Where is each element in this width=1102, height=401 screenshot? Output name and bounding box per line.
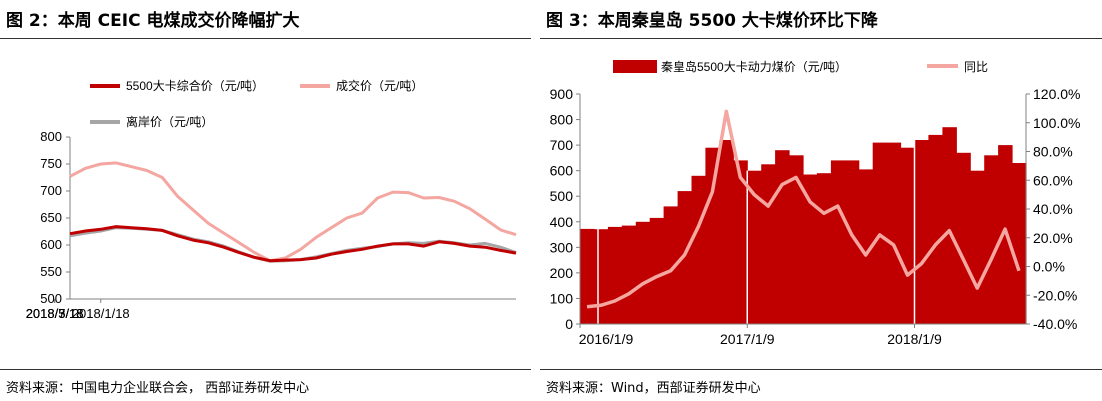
title-divider [0, 38, 531, 39]
price-bar [1012, 163, 1027, 324]
y2-tick-label: 120.0% [1033, 86, 1080, 102]
legend-label: 同比 [964, 60, 988, 74]
price-bar [900, 147, 916, 324]
source-divider [0, 369, 531, 370]
price-bar [858, 169, 874, 324]
price-bar [775, 150, 790, 324]
price-bar [956, 152, 971, 324]
y-tick-label: 800 [550, 112, 574, 128]
price-bar [691, 175, 706, 324]
chart-title: 图 3：本周秦皇岛 5500 大卡煤价环比下降 [546, 11, 878, 31]
price-bar [593, 229, 609, 324]
price-bar [803, 174, 818, 324]
y-tick-label: 550 [40, 264, 62, 279]
price-bar [747, 170, 762, 324]
y2-tick-label: 20.0% [1033, 230, 1073, 246]
x-tick-label: 2018/7/18 [26, 306, 84, 321]
price-bar [677, 191, 693, 324]
legend-label: 成交价（元/吨） [336, 78, 423, 93]
y2-tick-label: -40.0% [1033, 316, 1077, 332]
price-bar [984, 155, 999, 324]
y2-tick-label: 0.0% [1033, 259, 1065, 275]
y-tick-label: 800 [40, 129, 62, 144]
series-line-综合价 [69, 225, 517, 263]
line-chart: 5500大卡综合价（元/吨） 成交价（元/吨） 离岸价（元/吨） 500 550 600 6… [26, 78, 517, 321]
price-bar [816, 173, 832, 324]
price-bar [914, 140, 929, 324]
x-tick-label: 2016/1/9 [579, 331, 634, 347]
yoy-line [586, 109, 1021, 309]
y2-tick-label: 60.0% [1033, 172, 1073, 188]
price-bar [733, 160, 748, 324]
price-bar [886, 142, 902, 324]
price-bar [789, 155, 804, 324]
bar-line-chart: 秦皇岛5500大卡动力煤价（元/吨） 同比 0 100 200 300 400 500 600 7… [550, 59, 1081, 347]
source-note: 资料来源：中国电力企业联合会， 西部证券研发中心 [6, 381, 310, 396]
price-bar [705, 147, 720, 324]
x-tick-label: 2018/3/18 [26, 306, 84, 321]
y-tick-label: 200 [550, 265, 574, 281]
price-bar [761, 164, 776, 324]
price-bar [970, 170, 985, 324]
price-bar [607, 226, 623, 324]
chart-title: 图 2：本周 CEIC 电煤成交价降幅扩大 [6, 11, 300, 31]
y-tick-label: 100 [550, 290, 574, 306]
legend-label: 5500大卡综合价（元/吨） [126, 78, 264, 93]
y2-tick-label: -20.0% [1033, 287, 1077, 303]
y-tick-label: 300 [550, 239, 574, 255]
price-bar [830, 160, 846, 324]
source-divider [540, 369, 1102, 370]
chart-panel-coal-price: 图 2：本周 CEIC 电煤成交价降幅扩大 5500大卡综合价（元/吨） 成交价（… [0, 0, 531, 401]
legend-label: 离岸价（元/吨） [126, 114, 213, 129]
y-tick-label: 900 [550, 86, 574, 102]
title-divider [540, 38, 1102, 39]
y-tick-label: 600 [40, 237, 62, 252]
price-bar [635, 221, 651, 324]
y-tick-label: 700 [40, 183, 62, 198]
price-bar [942, 127, 957, 324]
y-tick-label: 500 [550, 188, 574, 204]
price-bar [928, 134, 943, 324]
price-bar [844, 160, 860, 324]
x-tick-label: 2018/1/9 [887, 331, 942, 347]
y-tick-label: 750 [40, 156, 62, 171]
price-bar [621, 225, 637, 324]
y-tick-label: 700 [550, 137, 574, 153]
chart-panel-qhd-price: 图 3：本周秦皇岛 5500 大卡煤价环比下降 秦皇岛5500大卡动力煤价（元/… [540, 0, 1102, 401]
x-tick-label: 2017/1/9 [720, 331, 775, 347]
price-bar [580, 228, 595, 324]
y2-tick-label: 40.0% [1033, 201, 1073, 217]
y2-tick-label: 80.0% [1033, 144, 1073, 160]
legend-label: 秦皇岛5500大卡动力煤价（元/吨） [661, 59, 847, 74]
y-tick-label: 0 [565, 316, 573, 332]
y2-tick-label: 100.0% [1033, 115, 1080, 131]
y-tick-label: 650 [40, 210, 62, 225]
legend-swatch [613, 60, 657, 73]
y-tick-label: 400 [550, 214, 574, 230]
y-tick-label: 600 [550, 163, 574, 179]
price-bar [649, 217, 665, 324]
x-tick-label: 2018/5/18 [26, 306, 84, 321]
x-tick-label: 2018/1/18 [72, 306, 130, 321]
series-line-离岸价 [69, 226, 517, 263]
price-bar [663, 206, 679, 324]
source-note: 资料来源：Wind，西部证券研发中心 [546, 381, 761, 396]
series-line-成交价 [69, 161, 517, 263]
price-bar [719, 140, 734, 324]
y-tick-label: 500 [40, 291, 62, 306]
